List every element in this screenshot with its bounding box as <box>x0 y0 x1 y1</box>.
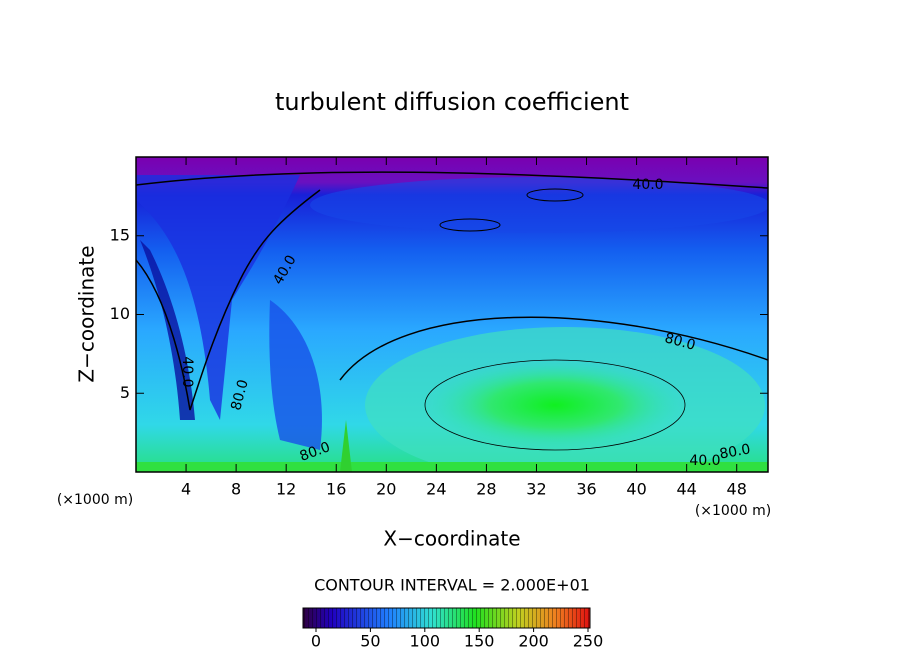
x-tick-label: 20 <box>376 480 396 499</box>
contour-label: 80.0 <box>228 378 252 412</box>
chart-title: turbulent diffusion coefficient <box>275 88 629 116</box>
x-tick-label: 12 <box>276 480 296 499</box>
x-tick-label: 44 <box>676 480 696 499</box>
contour-label: 40.0 <box>632 177 663 193</box>
colorbar-stripes <box>303 608 590 628</box>
x-axis-label: X−coordinate <box>383 527 520 551</box>
colorbar-tick-label: 50 <box>360 632 380 651</box>
colorbar-tick-label: 100 <box>410 632 441 651</box>
y-tick-label: 15 <box>110 225 130 244</box>
x-tick-label: 24 <box>426 480 446 499</box>
contour-label: 80.0 <box>663 330 697 354</box>
x-tick-label: 36 <box>576 480 596 499</box>
x-tick-label: 28 <box>476 480 496 499</box>
contour-label: 80.0 <box>718 441 751 462</box>
x-unit-label: (×1000 m) <box>695 503 771 519</box>
colorbar-tick-label: 0 <box>311 632 321 651</box>
contour-label: 40.0 <box>179 356 195 387</box>
x-tick-label: 16 <box>326 480 346 499</box>
contour-field <box>136 157 768 472</box>
x-tick-label: 32 <box>526 480 546 499</box>
colorbar-title: CONTOUR INTERVAL = 2.000E+01 <box>314 576 590 595</box>
x-unit-label: (×1000 m) <box>57 492 133 508</box>
colorbar-tick-label: 200 <box>518 632 549 651</box>
x-tick-label: 8 <box>231 480 241 499</box>
contour-label: 40.0 <box>689 453 720 469</box>
colorbar-tick-label: 250 <box>573 632 604 651</box>
x-tick-label: 48 <box>727 480 747 499</box>
y-tick-label: 5 <box>120 383 130 402</box>
x-tick-label: 4 <box>181 480 191 499</box>
y-axis-label: Z−coordinate <box>75 245 99 382</box>
y-tick-label: 10 <box>110 304 130 323</box>
colorbar-tick-label: 150 <box>464 632 495 651</box>
x-tick-label: 40 <box>626 480 646 499</box>
